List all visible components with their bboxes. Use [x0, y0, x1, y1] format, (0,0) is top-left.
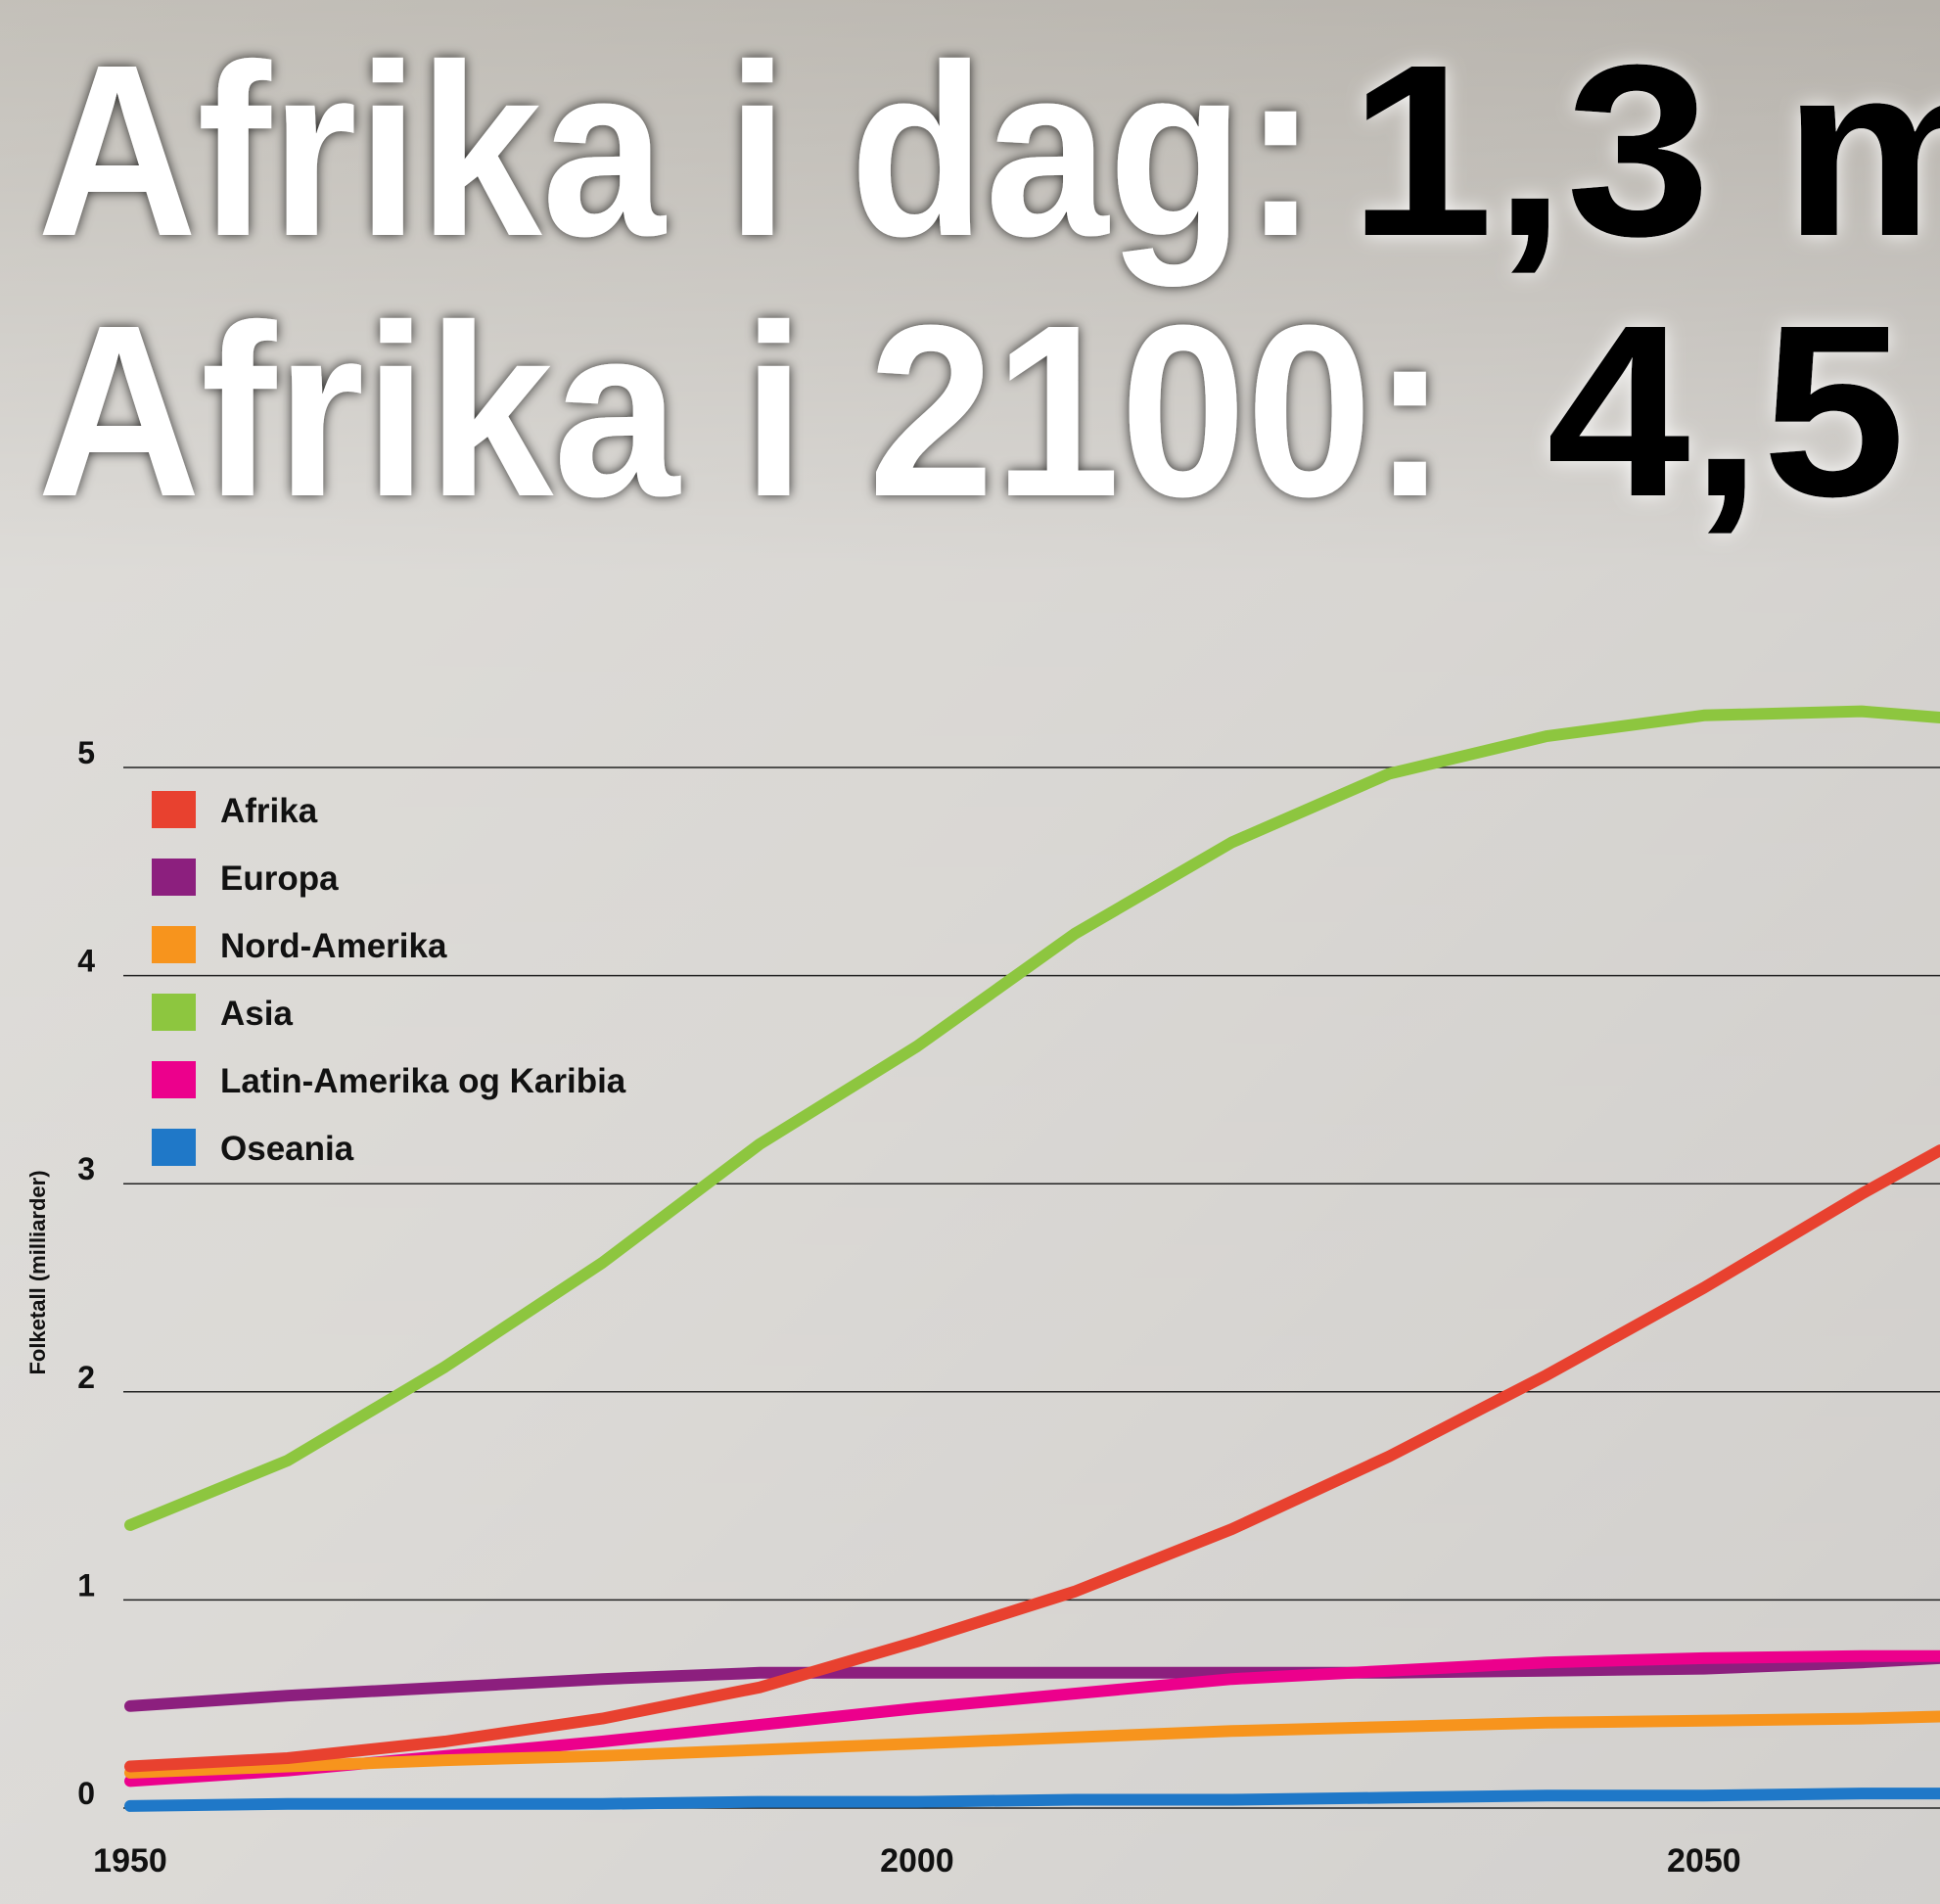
x-tick-label: 1950	[93, 1842, 167, 1880]
headline-value: 1,3 m	[1349, 14, 1940, 287]
y-tick-label: 4	[77, 944, 95, 979]
y-tick-label: 1	[77, 1567, 95, 1602]
y-tick-label: 2	[77, 1360, 95, 1395]
x-tick-label: 2000	[880, 1842, 954, 1880]
y-tick-label: 3	[77, 1151, 95, 1186]
legend-label: Nord-Amerika	[220, 927, 447, 965]
page: Afrika i dag: 1,3 m Afrika i 2100: 4,5 F…	[0, 0, 1940, 1904]
legend-label: Oseania	[220, 1130, 354, 1168]
headline-label: Afrika i dag:	[37, 14, 1317, 287]
legend-swatch	[152, 791, 196, 828]
chart: Afrika i dag: 1,3 m Afrika i 2100: 4,5 F…	[0, 0, 1940, 1904]
y-tick-label: 0	[77, 1776, 95, 1811]
legend-label: Latin-Amerika og Karibia	[220, 1062, 626, 1100]
x-tick-label: 2050	[1667, 1842, 1741, 1880]
legend-swatch	[152, 859, 196, 896]
y-axis-label: Folketall (milliarder)	[25, 1170, 50, 1374]
headline: Afrika i dag: 1,3 m Afrika i 2100: 4,5	[37, 14, 1940, 547]
legend-label: Afrika	[220, 792, 318, 830]
legend-swatch	[152, 1061, 196, 1098]
headline-value: 4,5	[1547, 274, 1906, 547]
legend-swatch	[152, 994, 196, 1031]
legend-swatch	[152, 1129, 196, 1166]
y-tick-label: 5	[77, 735, 95, 770]
legend-label: Asia	[220, 995, 293, 1033]
headline-label: Afrika i 2100:	[37, 274, 1448, 547]
legend-label: Europa	[220, 859, 339, 898]
legend-swatch	[152, 926, 196, 963]
